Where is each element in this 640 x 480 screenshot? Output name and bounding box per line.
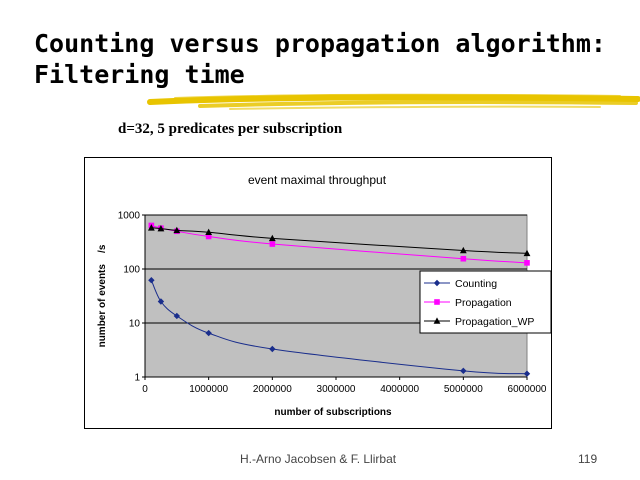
slide-title-line2: Filtering time (34, 60, 245, 89)
y-axis-label: number of events /s (97, 244, 108, 347)
legend-label-propagation: Propagation (455, 297, 512, 309)
data-point-propagation (269, 241, 276, 247)
legend-marker-propagation-wp (433, 317, 441, 324)
data-point-propagation-wp (205, 228, 213, 236)
data-point-propagation-wp (173, 226, 181, 234)
brush-stroke-underline (147, 93, 640, 110)
data-point-propagation-wp (459, 246, 467, 254)
data-point-propagation-wp (157, 224, 165, 232)
chart-legend: Counting Propagation Propagation_WP (419, 270, 552, 334)
x-axis-label: number of subscriptions (274, 407, 392, 418)
chart-subtitle: d=32, 5 predicates per subscription (118, 121, 343, 137)
chart-title: event maximal throughput (248, 173, 387, 187)
throughput-chart: event maximal throughput 1 10 100 1000 0 1000… (84, 157, 552, 429)
x-tick-label: 5000000 (444, 384, 483, 395)
data-point-propagation-wp (523, 249, 531, 257)
x-tick-label: 3000000 (317, 384, 356, 395)
data-point-counting (205, 329, 212, 337)
data-point-counting (173, 312, 181, 320)
data-point-counting (460, 367, 467, 375)
x-tick-label: 6000000 (508, 384, 547, 395)
x-tick-label: 0 (142, 384, 148, 395)
y-tick-label: 1 (134, 373, 140, 384)
data-point-counting (523, 370, 531, 377)
legend-marker-counting (433, 279, 441, 287)
x-tick-label: 1000000 (189, 384, 228, 395)
legend-label-counting: Counting (455, 278, 497, 290)
page-number: 119 (578, 452, 598, 466)
data-point-propagation-wp (147, 224, 155, 231)
data-point-counting (269, 345, 276, 353)
footer-author: H.-Arno Jacobsen & F. Llirbat (240, 452, 397, 466)
y-tick-label: 100 (123, 265, 140, 276)
data-point-propagation (460, 255, 467, 262)
y-tick-label: 1000 (118, 211, 141, 222)
data-point-propagation (205, 233, 212, 240)
x-tick-label: 2000000 (253, 384, 292, 395)
data-point-propagation-wp (268, 234, 276, 242)
legend-label-propagation-wp: Propagation_WP (455, 316, 534, 328)
slide-title-line1: Counting versus propagation algorithm: (34, 29, 606, 58)
data-point-propagation (524, 260, 530, 266)
y-tick-label: 10 (129, 319, 141, 330)
legend-marker-propagation (434, 299, 440, 305)
slide-title: Counting versus propagation algorithm: F… (34, 28, 634, 90)
data-point-counting (148, 277, 155, 284)
data-point-counting (157, 298, 165, 305)
x-tick-label: 4000000 (380, 384, 419, 395)
